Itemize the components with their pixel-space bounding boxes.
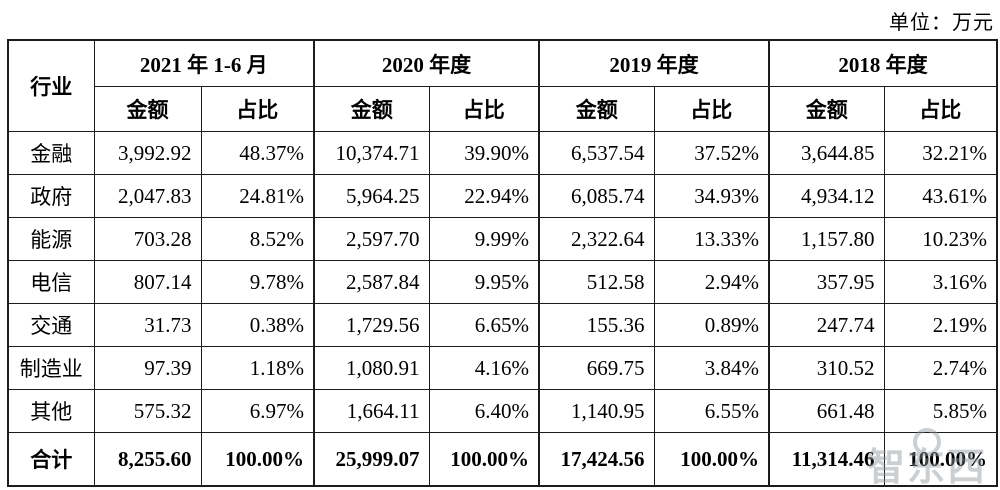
period-header-row: 行业 2021 年 1-6 月 2020 年度 2019 年度 2018 年度: [7, 39, 998, 132]
table-row: 交通 31.73 0.38% 1,729.56 6.65% 155.36 0.89% 247.…: [7, 303, 998, 347]
amount-cell: 11,314.46: [768, 432, 885, 487]
industry-cell: 政府: [7, 174, 95, 218]
table-row: 其他 575.32 6.97% 1,664.11 6.40% 1,140.95 6.55% 6…: [7, 389, 998, 433]
industry-cell: 合计: [7, 432, 95, 487]
ratio-cell: 0.38%: [200, 303, 315, 347]
ratio-cell: 34.93%: [653, 174, 770, 218]
ratio-cell: 43.61%: [883, 174, 998, 218]
ratio-cell: 3.84%: [653, 346, 770, 390]
ratio-cell: 1.18%: [200, 346, 315, 390]
total-row: 合计 8,255.60 100.00% 25,999.07 100.00% 17,424.…: [7, 432, 998, 487]
ratio-cell: 5.85%: [883, 389, 998, 433]
amount-cell: 310.52: [768, 346, 885, 390]
ratio-cell: 9.78%: [200, 260, 315, 304]
table-row: 金融 3,992.92 48.37% 10,374.71 39.90% 6,537.54 3…: [7, 131, 998, 175]
amount-cell: 10,374.71: [313, 131, 430, 175]
amount-header: 金额: [313, 86, 430, 132]
industry-cell: 制造业: [7, 346, 95, 390]
ratio-cell: 24.81%: [200, 174, 315, 218]
amount-cell: 575.32: [93, 389, 202, 433]
industry-cell: 能源: [7, 217, 95, 261]
amount-cell: 807.14: [93, 260, 202, 304]
ratio-cell: 100.00%: [883, 432, 998, 487]
period-header-2021: 2021 年 1-6 月: [93, 39, 315, 87]
ratio-cell: 6.65%: [428, 303, 540, 347]
table-row: 制造业 97.39 1.18% 1,080.91 4.16% 669.75 3.84% 310…: [7, 346, 998, 390]
amount-cell: 97.39: [93, 346, 202, 390]
amount-cell: 3,644.85: [768, 131, 885, 175]
amount-cell: 661.48: [768, 389, 885, 433]
ratio-cell: 9.95%: [428, 260, 540, 304]
amount-cell: 5,964.25: [313, 174, 430, 218]
measure-header-row: 金额 占比 金额 占比 金额 占比 金额 占比: [8, 86, 998, 132]
amount-cell: 2,322.64: [538, 217, 655, 261]
amount-cell: 155.36: [538, 303, 655, 347]
table-body: 金融 3,992.92 48.37% 10,374.71 39.90% 6,537.54 3…: [7, 131, 998, 487]
unit-label: 单位：万元: [889, 12, 994, 34]
ratio-header: 占比: [428, 86, 540, 132]
amount-cell: 17,424.56: [538, 432, 655, 487]
ratio-cell: 0.89%: [653, 303, 770, 347]
amount-cell: 512.58: [538, 260, 655, 304]
amount-cell: 1,157.80: [768, 217, 885, 261]
industry-column-header: 行业: [7, 39, 95, 132]
amount-header: 金额: [538, 86, 655, 132]
ratio-cell: 2.19%: [883, 303, 998, 347]
ratio-header: 占比: [883, 86, 998, 132]
amount-cell: 357.95: [768, 260, 885, 304]
period-header-2019: 2019 年度: [538, 39, 770, 87]
ratio-cell: 100.00%: [428, 432, 540, 487]
ratio-cell: 9.99%: [428, 217, 540, 261]
ratio-cell: 10.23%: [883, 217, 998, 261]
period-header-2020: 2020 年度: [313, 39, 540, 87]
amount-header: 金额: [768, 86, 885, 132]
amount-cell: 31.73: [93, 303, 202, 347]
ratio-cell: 4.16%: [428, 346, 540, 390]
amount-cell: 1,729.56: [313, 303, 430, 347]
ratio-cell: 6.40%: [428, 389, 540, 433]
amount-cell: 1,080.91: [313, 346, 430, 390]
amount-cell: 3,992.92: [93, 131, 202, 175]
industry-revenue-table: 行业 2021 年 1-6 月 2020 年度 2019 年度 2018 年度 …: [7, 39, 998, 487]
amount-cell: 703.28: [93, 217, 202, 261]
amount-cell: 1,664.11: [313, 389, 430, 433]
ratio-cell: 39.90%: [428, 131, 540, 175]
table-row: 政府 2,047.83 24.81% 5,964.25 22.94% 6,085.74 34…: [7, 174, 998, 218]
amount-cell: 2,597.70: [313, 217, 430, 261]
amount-cell: 669.75: [538, 346, 655, 390]
ratio-cell: 100.00%: [200, 432, 315, 487]
table-header: 行业 2021 年 1-6 月 2020 年度 2019 年度 2018 年度 …: [7, 39, 998, 132]
ratio-cell: 8.52%: [200, 217, 315, 261]
amount-cell: 2,047.83: [93, 174, 202, 218]
ratio-cell: 48.37%: [200, 131, 315, 175]
amount-cell: 8,255.60: [93, 432, 202, 487]
ratio-cell: 3.16%: [883, 260, 998, 304]
industry-cell: 交通: [7, 303, 95, 347]
ratio-header: 占比: [653, 86, 770, 132]
amount-cell: 6,085.74: [538, 174, 655, 218]
ratio-cell: 32.21%: [883, 131, 998, 175]
amount-cell: 1,140.95: [538, 389, 655, 433]
amount-cell: 6,537.54: [538, 131, 655, 175]
industry-cell: 其他: [7, 389, 95, 433]
table-row: 电信 807.14 9.78% 2,587.84 9.95% 512.58 2.94% 357…: [7, 260, 998, 304]
ratio-cell: 100.00%: [653, 432, 770, 487]
amount-cell: 25,999.07: [313, 432, 430, 487]
ratio-cell: 22.94%: [428, 174, 540, 218]
ratio-cell: 6.55%: [653, 389, 770, 433]
industry-cell: 电信: [7, 260, 95, 304]
ratio-cell: 37.52%: [653, 131, 770, 175]
period-header-2018: 2018 年度: [768, 39, 998, 87]
amount-cell: 247.74: [768, 303, 885, 347]
ratio-cell: 2.94%: [653, 260, 770, 304]
amount-cell: 2,587.84: [313, 260, 430, 304]
ratio-header: 占比: [200, 86, 315, 132]
ratio-cell: 13.33%: [653, 217, 770, 261]
industry-cell: 金融: [7, 131, 95, 175]
table-row: 能源 703.28 8.52% 2,597.70 9.99% 2,322.64 13.33%…: [7, 217, 998, 261]
amount-cell: 4,934.12: [768, 174, 885, 218]
ratio-cell: 6.97%: [200, 389, 315, 433]
ratio-cell: 2.74%: [883, 346, 998, 390]
amount-header: 金额: [93, 86, 202, 132]
